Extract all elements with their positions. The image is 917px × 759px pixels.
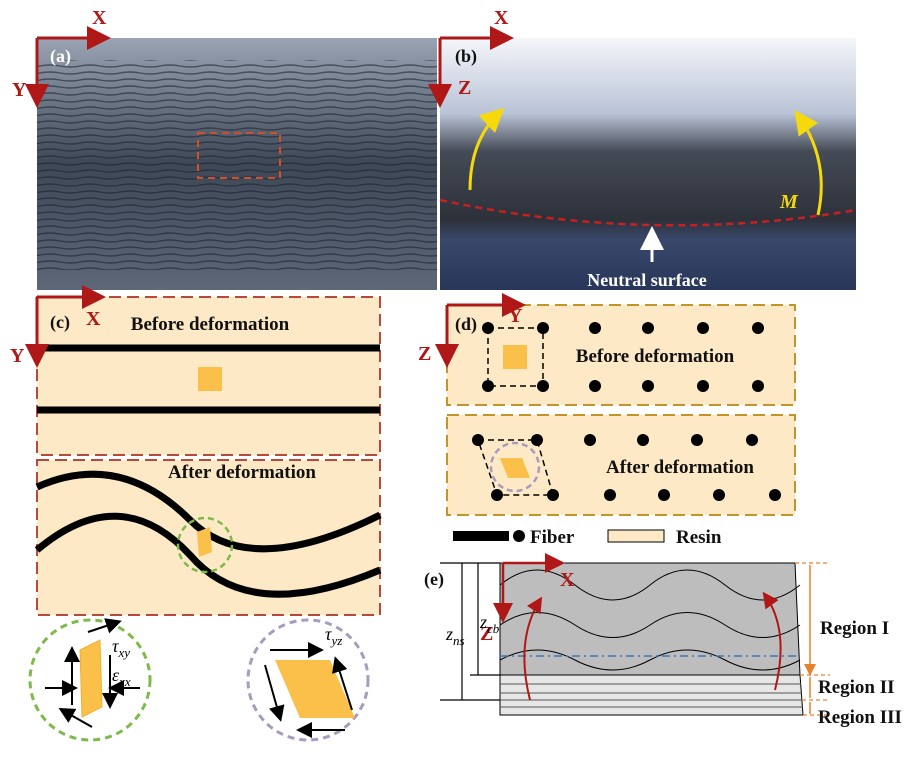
subscript: xy (117, 645, 130, 660)
caption: Before deformation (576, 346, 735, 367)
symbol: z (479, 612, 487, 632)
moment-label: M (779, 191, 799, 213)
figure: X Y (a) X Z (b) M Neutral surface X Y (c… (0, 0, 917, 759)
annotation: Neutral surface (587, 270, 706, 290)
symbol: z (445, 624, 453, 644)
caption: Before deformation (131, 314, 290, 335)
panel-label: (c) (50, 312, 70, 333)
axis-label: X (494, 7, 509, 29)
panel-label: (b) (455, 46, 477, 67)
axis-label: Y (10, 345, 25, 367)
photo-b (440, 38, 856, 290)
legend-label: Resin (676, 527, 722, 548)
subscript: yz (329, 633, 342, 648)
axis-label: X (92, 7, 107, 29)
axis-label: Z (458, 77, 471, 99)
region-label: Region II (818, 677, 895, 698)
axis-label: Y (12, 79, 27, 101)
region-label: Region I (820, 618, 889, 639)
inset-yz: τyz (248, 620, 368, 740)
panel-d: Y Z (d) Before deformation After deforma… (418, 305, 795, 515)
axis-label: Y (508, 305, 523, 327)
panel-c: X Y (c) Before deformation After deforma… (10, 297, 380, 615)
inset-xy: τxy εxx (30, 620, 150, 740)
panel-e: X Z (e) zcb zns Region I Region II Regio… (424, 563, 902, 728)
caption: After deformation (168, 462, 316, 483)
panel-a: X Y (a) (12, 7, 437, 290)
subscript: ns (453, 633, 465, 648)
panel-label: (d) (455, 314, 477, 335)
panel-label: (e) (424, 569, 444, 590)
panel-label: (a) (50, 46, 71, 67)
region-label: Region III (818, 707, 902, 728)
legend-label: Fiber (530, 527, 575, 548)
subscript: xx (118, 674, 131, 689)
subscript: cb (487, 621, 500, 636)
axis-label: X (86, 308, 101, 330)
axis-label: Z (418, 343, 431, 365)
caption: After deformation (606, 457, 754, 478)
axis-label: X (560, 569, 575, 591)
panel-b: X Z (b) M Neutral surface (440, 7, 856, 290)
legend: Fiber Resin (453, 527, 722, 548)
